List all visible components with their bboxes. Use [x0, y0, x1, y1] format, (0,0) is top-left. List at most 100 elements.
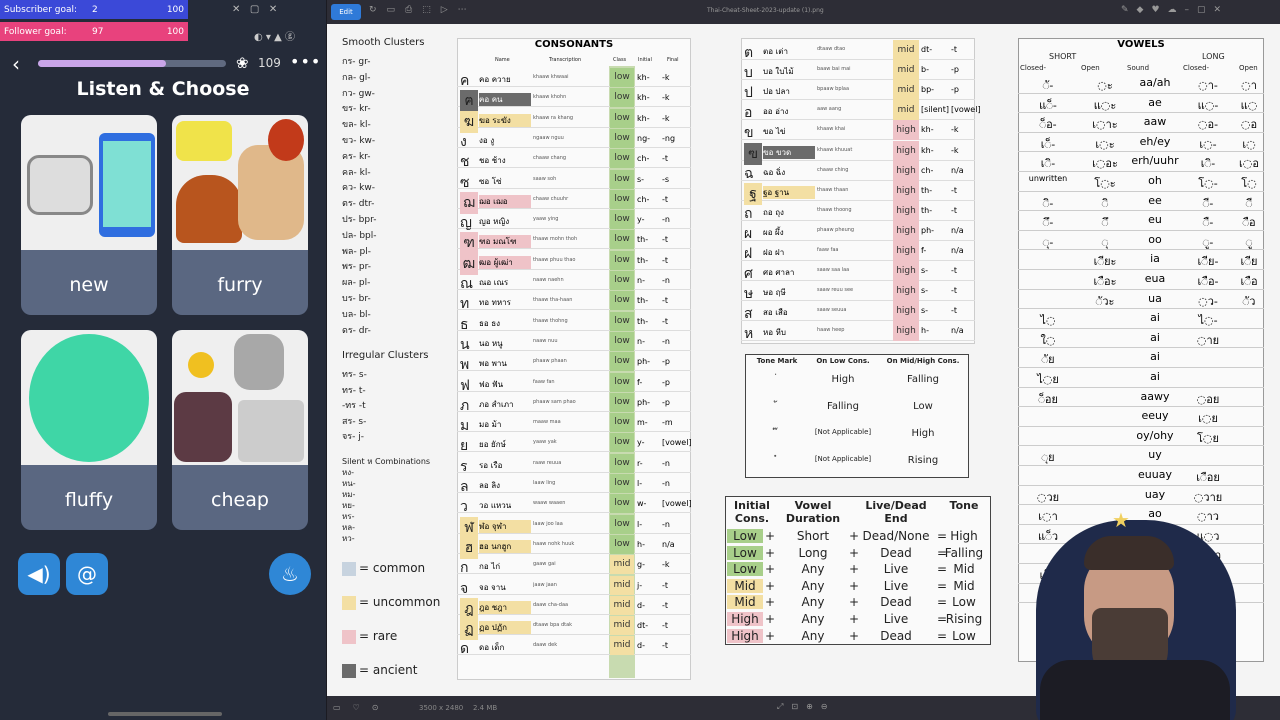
consonant-name: มอ ม้า	[479, 420, 502, 430]
consonant-name: ธอ ธง	[479, 318, 501, 328]
vowel-cell: เ◌	[1242, 137, 1256, 151]
vowel-cell: aa/ah	[1139, 76, 1171, 89]
consonant-transcription: naaw naehn	[533, 277, 564, 283]
consonant-final: -n	[662, 215, 670, 225]
zoom-controls[interactable]: ⤢⊡⊕⊖	[777, 702, 836, 711]
consonant-class: mid	[893, 60, 919, 81]
consonant-transcription: yaaw yak	[533, 439, 557, 446]
consonant-transcription: bpaaw bplaa	[817, 86, 850, 93]
consonant-final: -t	[951, 286, 958, 296]
consonant-name: หอ หีบ	[763, 328, 786, 338]
consonant-transcription: chaaw chang	[533, 155, 567, 162]
money-bag-shape	[234, 334, 284, 390]
streamer-hair-shape	[1084, 536, 1174, 570]
choice-card-cheap[interactable]: cheap	[172, 330, 308, 530]
toolbar-tools-icons[interactable]: ↻▭⎙⬚▷⋯	[369, 5, 477, 15]
consonant-initial: [silent]	[921, 105, 949, 115]
consonant-row: ญ ญอ หญิง yaaw ying low y- -n	[457, 210, 691, 231]
vowel-cell: ไ◌	[1040, 314, 1056, 328]
irregular-cluster-item: ทร- s-	[342, 370, 367, 380]
consonant-transcription: yaaw ying	[533, 216, 559, 223]
choice-card-new[interactable]: new	[21, 115, 157, 315]
legend-swatch	[342, 562, 356, 576]
consonant-name: ขอ ไข่	[763, 127, 786, 137]
consonant-name: ณอ เณร	[479, 278, 509, 287]
status-icons[interactable]: ▭♡⊙	[333, 703, 391, 712]
consonant-row: ฐฐอ ฐาน thaaw thaan high th- -t	[741, 180, 975, 205]
vowel-cell: ai	[1150, 370, 1160, 383]
consonant-name: ปอ ปลา	[763, 87, 790, 97]
consonant-transcription: saaw soh	[533, 175, 557, 182]
consonant-initial: ch-	[921, 165, 934, 175]
consonant-letter: ฝ	[744, 246, 753, 262]
tone-mark-header: On Low Cons.	[816, 357, 870, 365]
consonant-name: ฬอ จุฬา	[479, 519, 531, 533]
consonant-row: ธ ธอ ธง thaaw thohng low th- -t	[457, 311, 691, 333]
consonant-class: high	[893, 160, 919, 181]
consonant-letter: ล	[460, 479, 469, 495]
consonant-initial: s-	[921, 306, 929, 316]
consonant-row: ท ทอ ทหาร thaaw tha-haan low th- -t	[457, 291, 691, 312]
silent-combo-item: หร-	[342, 512, 355, 521]
vowel-cell: ◌ู	[1245, 235, 1253, 249]
vowel-row: ◌ัวะ ua ◌ว- ◌ัว	[1018, 290, 1264, 310]
consonant-letter: ฑ	[460, 232, 478, 255]
tone-rule-cell: Dead	[880, 595, 912, 610]
consonant-letter: ฮ	[460, 536, 478, 559]
consonant-letter: ฎ	[460, 597, 478, 620]
tone-rule-cell: Low	[727, 545, 763, 560]
consonant-letter: ต	[744, 45, 754, 61]
tone-rule-cell: High	[727, 612, 763, 626]
consonant-class: low	[610, 189, 634, 209]
consonant-transcription: daaw dek	[533, 642, 558, 649]
slow-audio-button[interactable]: @	[66, 553, 108, 595]
subscriber-goal-current: 2	[92, 4, 98, 15]
vowel-cell: eu	[1148, 213, 1162, 227]
consonant-final: -t	[662, 621, 669, 631]
consonant-initial: th-	[637, 235, 649, 245]
consonant-initial: s-	[921, 286, 929, 296]
consonant-name: จอ จาน	[479, 582, 506, 592]
tone-rule-cell: Any	[801, 562, 825, 577]
tone-mark-cell: ้	[747, 401, 807, 416]
consonant-name: ฃอ ขวด	[763, 145, 815, 159]
image-dimensions: 3500 x 2480	[419, 704, 464, 712]
vowel-cell: ◌อย	[1196, 392, 1220, 406]
vowel-cell: เ◌ีย	[1240, 255, 1258, 269]
speaker-button[interactable]: ◀)	[18, 553, 60, 595]
mane-shape	[268, 119, 304, 161]
consonant-letter: ฟ	[460, 377, 470, 394]
tone-rule-cell: +	[849, 562, 860, 577]
consonant-initial: f-	[637, 377, 643, 387]
consonant-row: ฏฏอ ปฏัก dtaaw bpa dtak mid dt- -t	[457, 616, 691, 641]
consonant-class: mid	[610, 575, 634, 595]
consonant-final: -k	[662, 560, 670, 570]
more-menu-icon[interactable]: •••	[290, 52, 322, 71]
choice-card-furry[interactable]: furry	[172, 115, 308, 315]
consonant-initial: y-	[637, 215, 645, 225]
edit-button[interactable]: Edit	[331, 4, 361, 20]
consonant-letter: ก	[460, 560, 469, 577]
consonant-class: low	[610, 494, 634, 514]
consonant-class: mid	[610, 555, 634, 575]
back-arrow-icon[interactable]: ‹	[12, 52, 20, 76]
vowel-cell: ◌ึ-	[1042, 216, 1054, 230]
consonant-transcription: thaaw mohn thoh	[533, 236, 578, 243]
tone-mark-cell: [Not Applicable]	[814, 428, 872, 436]
consonant-row: ล ลอ ลิง laaw ling low l- -n	[457, 474, 691, 495]
consonant-transcription: thaaw thaan	[817, 186, 849, 193]
tone-rule-cell: +	[849, 529, 860, 543]
consonant-name: ฎอ ชฎา	[479, 600, 531, 614]
consonant-class: low	[610, 331, 634, 351]
hint-button[interactable]: ♨	[269, 553, 311, 595]
follower-goal-target: 100	[166, 26, 184, 37]
vowel-cell: ไ◌-	[1198, 314, 1218, 328]
choice-card-fluffy[interactable]: fluffy	[21, 330, 157, 530]
vowel-cell: oo	[1148, 232, 1162, 246]
file-title: Thai-Cheat-Sheet-2023-update (1).png	[707, 7, 824, 14]
vowel-cell: แ◌-	[1197, 98, 1219, 112]
window-controls[interactable]: ✎◆♥☁–▢✕	[1121, 5, 1230, 15]
consonant-final: -n	[662, 458, 670, 468]
consonant-letter: ช	[460, 154, 470, 171]
consonant-initial: d-	[637, 641, 645, 651]
